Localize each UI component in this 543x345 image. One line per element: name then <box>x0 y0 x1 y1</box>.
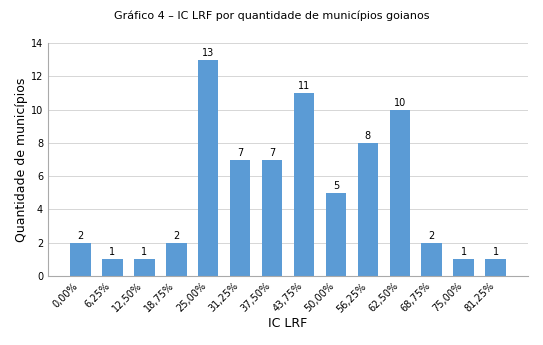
Text: 2: 2 <box>429 231 435 241</box>
Text: 1: 1 <box>493 247 499 257</box>
Bar <box>357 143 378 276</box>
Bar <box>262 160 282 276</box>
Bar <box>294 93 314 276</box>
Text: 8: 8 <box>365 131 371 141</box>
Bar <box>453 259 474 276</box>
X-axis label: IC LRF: IC LRF <box>268 317 308 330</box>
Bar <box>421 243 442 276</box>
Text: 1: 1 <box>109 247 115 257</box>
Text: 2: 2 <box>77 231 83 241</box>
Text: 7: 7 <box>237 148 243 158</box>
Text: 2: 2 <box>173 231 179 241</box>
Bar <box>134 259 155 276</box>
Text: 1: 1 <box>461 247 467 257</box>
Bar <box>326 193 346 276</box>
Text: Gráfico 4 – IC LRF por quantidade de municípios goianos: Gráfico 4 – IC LRF por quantidade de mun… <box>113 10 430 21</box>
Text: 10: 10 <box>394 98 406 108</box>
Bar <box>166 243 186 276</box>
Bar <box>230 160 250 276</box>
Y-axis label: Quantidade de municípios: Quantidade de municípios <box>15 77 28 242</box>
Text: 11: 11 <box>298 81 310 91</box>
Bar <box>198 60 218 276</box>
Text: 13: 13 <box>202 48 214 58</box>
Bar <box>102 259 123 276</box>
Bar <box>70 243 91 276</box>
Text: 5: 5 <box>333 181 339 191</box>
Text: 1: 1 <box>141 247 147 257</box>
Text: 7: 7 <box>269 148 275 158</box>
Bar <box>485 259 506 276</box>
Bar <box>389 110 411 276</box>
